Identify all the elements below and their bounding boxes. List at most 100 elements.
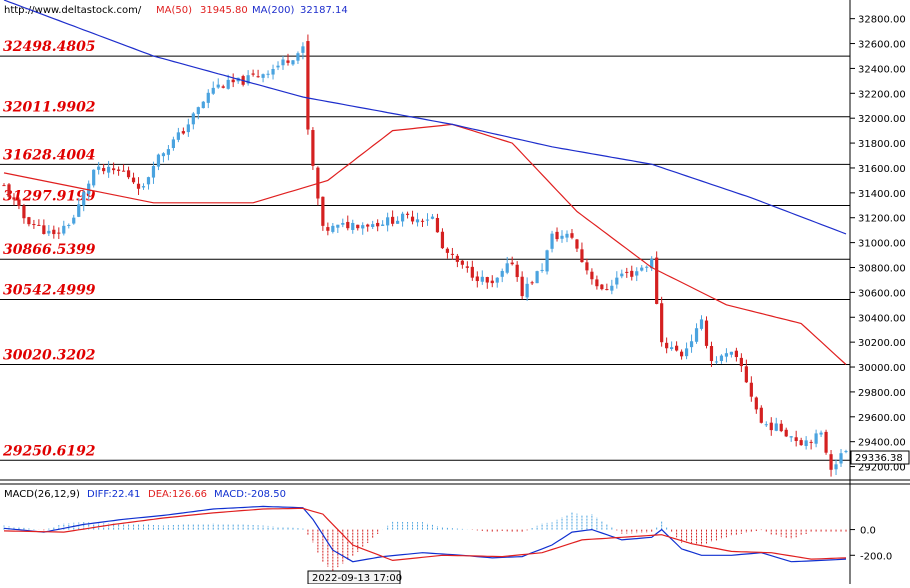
candle-up bbox=[381, 224, 385, 226]
candle-down bbox=[37, 224, 41, 226]
candle-up bbox=[804, 440, 808, 446]
candle-down bbox=[590, 271, 594, 280]
price-tick-label: 29200.00 bbox=[858, 463, 906, 474]
price-tick-label: 31000.00 bbox=[858, 239, 906, 250]
candle-down bbox=[595, 279, 599, 287]
candle-up bbox=[151, 165, 156, 178]
price-tick-label: 30400.00 bbox=[858, 313, 906, 324]
candle-up bbox=[500, 270, 504, 277]
candle-down bbox=[460, 260, 464, 265]
candle-up bbox=[276, 65, 280, 68]
candle-down bbox=[311, 130, 315, 166]
candle-up bbox=[425, 219, 430, 221]
candle-up bbox=[395, 220, 400, 224]
candle-up bbox=[82, 192, 86, 206]
candle-down bbox=[744, 366, 748, 383]
candle-up bbox=[47, 230, 51, 234]
candle-down bbox=[121, 170, 126, 172]
candle-up bbox=[640, 267, 644, 271]
candle-down bbox=[679, 351, 684, 357]
candle-up bbox=[774, 423, 778, 431]
candle-down bbox=[824, 431, 828, 453]
candle-down bbox=[734, 350, 738, 358]
price-tick-label: 29400.00 bbox=[858, 438, 906, 449]
candle-down bbox=[306, 41, 310, 130]
price-tick-label: 30000.00 bbox=[858, 363, 906, 374]
candle-up bbox=[699, 319, 704, 329]
candle-down bbox=[7, 184, 11, 197]
candle-down bbox=[779, 423, 783, 432]
candle-down bbox=[515, 264, 519, 278]
candle-down bbox=[605, 289, 609, 291]
candle-down bbox=[326, 227, 330, 231]
candle-up bbox=[171, 139, 175, 149]
macd-dea-label: DEA:126.66 bbox=[148, 489, 207, 500]
candle-up bbox=[415, 219, 420, 223]
candle-up bbox=[87, 183, 91, 194]
candle-up bbox=[839, 453, 843, 464]
ma50-legend-label: MA(50) bbox=[156, 5, 192, 16]
candle-down bbox=[520, 276, 524, 297]
candle-down bbox=[660, 303, 664, 343]
candle-up bbox=[694, 328, 699, 342]
candle-up bbox=[525, 283, 529, 298]
candle-up bbox=[331, 225, 335, 232]
macd-title: MACD(26,12,9) bbox=[4, 489, 80, 500]
candle-down bbox=[391, 216, 395, 224]
candle-up bbox=[301, 46, 305, 53]
candle-up bbox=[615, 277, 619, 285]
candle-down bbox=[27, 217, 31, 225]
candle-down bbox=[510, 262, 514, 265]
price-tick-label: 31800.00 bbox=[858, 139, 906, 150]
candle-down bbox=[321, 196, 325, 226]
candle-up bbox=[545, 250, 549, 272]
candle-up bbox=[216, 84, 220, 88]
candle-up bbox=[361, 225, 365, 229]
ma50-legend-value: 31945.80 bbox=[200, 5, 248, 16]
candle-up bbox=[386, 217, 390, 226]
candle-down bbox=[57, 232, 61, 234]
price-tick-label: 29600.00 bbox=[858, 413, 906, 424]
candle-up bbox=[689, 341, 694, 348]
candle-down bbox=[575, 239, 579, 249]
candle-down bbox=[126, 170, 131, 178]
candle-up bbox=[535, 271, 539, 284]
candle-down bbox=[600, 284, 604, 290]
candle-down bbox=[585, 262, 589, 271]
candle-down bbox=[754, 397, 758, 410]
candle-up bbox=[261, 74, 265, 78]
candle-up bbox=[196, 107, 200, 115]
candle-down bbox=[221, 86, 225, 88]
candle-down bbox=[784, 429, 788, 437]
candle-down bbox=[376, 222, 380, 227]
candle-up bbox=[719, 355, 724, 362]
candle-up bbox=[92, 169, 96, 186]
level-label: 32011.9902 bbox=[3, 100, 96, 116]
candle-down bbox=[570, 233, 574, 238]
candle-up bbox=[650, 259, 654, 269]
candle-up bbox=[206, 92, 210, 103]
candle-down bbox=[410, 216, 415, 222]
candle-up bbox=[684, 348, 689, 357]
candle-up bbox=[610, 285, 614, 291]
candle-down bbox=[465, 266, 469, 268]
level-label: 31297.9199 bbox=[3, 189, 96, 205]
candle-down bbox=[799, 440, 803, 446]
candle-down bbox=[450, 253, 455, 255]
candle-up bbox=[819, 432, 823, 435]
candle-up bbox=[480, 276, 484, 282]
level-label: 30542.4999 bbox=[3, 283, 96, 299]
candle-down bbox=[420, 220, 425, 222]
candle-up bbox=[371, 224, 375, 227]
candle-up bbox=[844, 451, 848, 453]
candle-up bbox=[729, 351, 734, 355]
candle-down bbox=[356, 224, 360, 229]
candle-up bbox=[430, 216, 435, 219]
ma200-line bbox=[3, 0, 847, 235]
candle-up bbox=[341, 222, 345, 225]
candle-up bbox=[834, 464, 838, 470]
candle-up bbox=[714, 361, 719, 363]
